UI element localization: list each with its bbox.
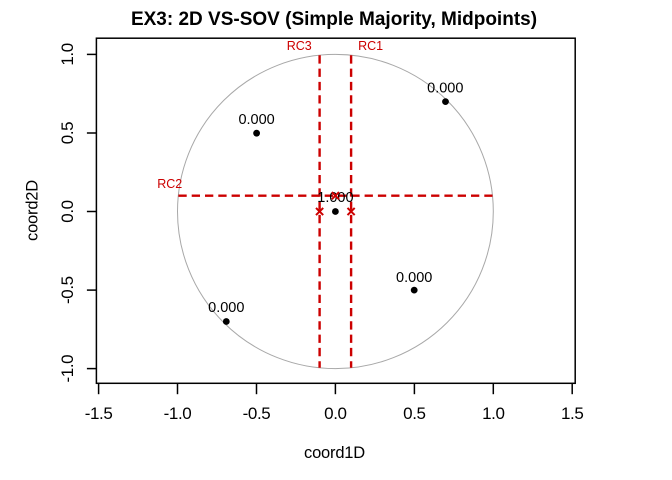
- svg-text:1.0: 1.0: [482, 404, 504, 423]
- svg-text:0.000: 0.000: [427, 81, 463, 97]
- svg-text:EX3: 2D VS-SOV (Simple Majorit: EX3: 2D VS-SOV (Simple Majority, Midpoin…: [131, 9, 537, 30]
- svg-text:0.000: 0.000: [238, 112, 274, 128]
- svg-text:1.0: 1.0: [58, 43, 77, 65]
- svg-text:0.000: 0.000: [208, 300, 244, 316]
- svg-text:1.000: 1.000: [317, 190, 353, 206]
- svg-text:0.5: 0.5: [58, 122, 77, 144]
- svg-text:1.5: 1.5: [561, 404, 583, 423]
- svg-text:-1.0: -1.0: [164, 404, 192, 423]
- svg-text:coord2D: coord2D: [24, 180, 42, 241]
- svg-text:-0.5: -0.5: [58, 276, 77, 304]
- svg-text:0.5: 0.5: [403, 404, 425, 423]
- svg-text:0.0: 0.0: [324, 404, 346, 423]
- svg-text:RC1: RC1: [358, 39, 383, 53]
- svg-text:-0.5: -0.5: [243, 404, 271, 423]
- svg-text:RC2: RC2: [157, 177, 182, 191]
- svg-text:0.000: 0.000: [396, 270, 432, 286]
- svg-text:0.0: 0.0: [58, 200, 77, 222]
- svg-text:coord1D: coord1D: [304, 444, 365, 462]
- svg-text:-1.5: -1.5: [85, 404, 113, 423]
- svg-text:-1.0: -1.0: [58, 355, 77, 383]
- svg-text:RC3: RC3: [287, 39, 312, 53]
